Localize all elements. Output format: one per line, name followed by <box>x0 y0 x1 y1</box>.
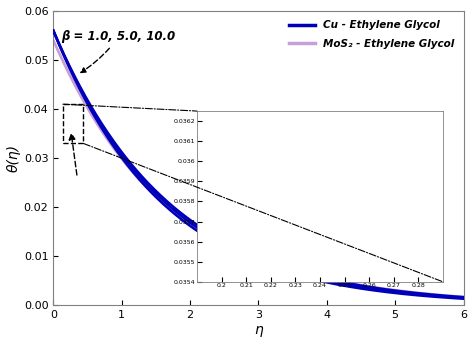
X-axis label: η: η <box>254 323 263 337</box>
Bar <box>63 104 83 143</box>
Legend: Cu - Ethylene Glycol, MoS₂ - Ethylene Glycol: Cu - Ethylene Glycol, MoS₂ - Ethylene Gl… <box>284 16 458 53</box>
Y-axis label: θ(η): θ(η) <box>7 144 21 172</box>
Text: β = 1.0, 5.0, 10.0: β = 1.0, 5.0, 10.0 <box>62 30 176 73</box>
